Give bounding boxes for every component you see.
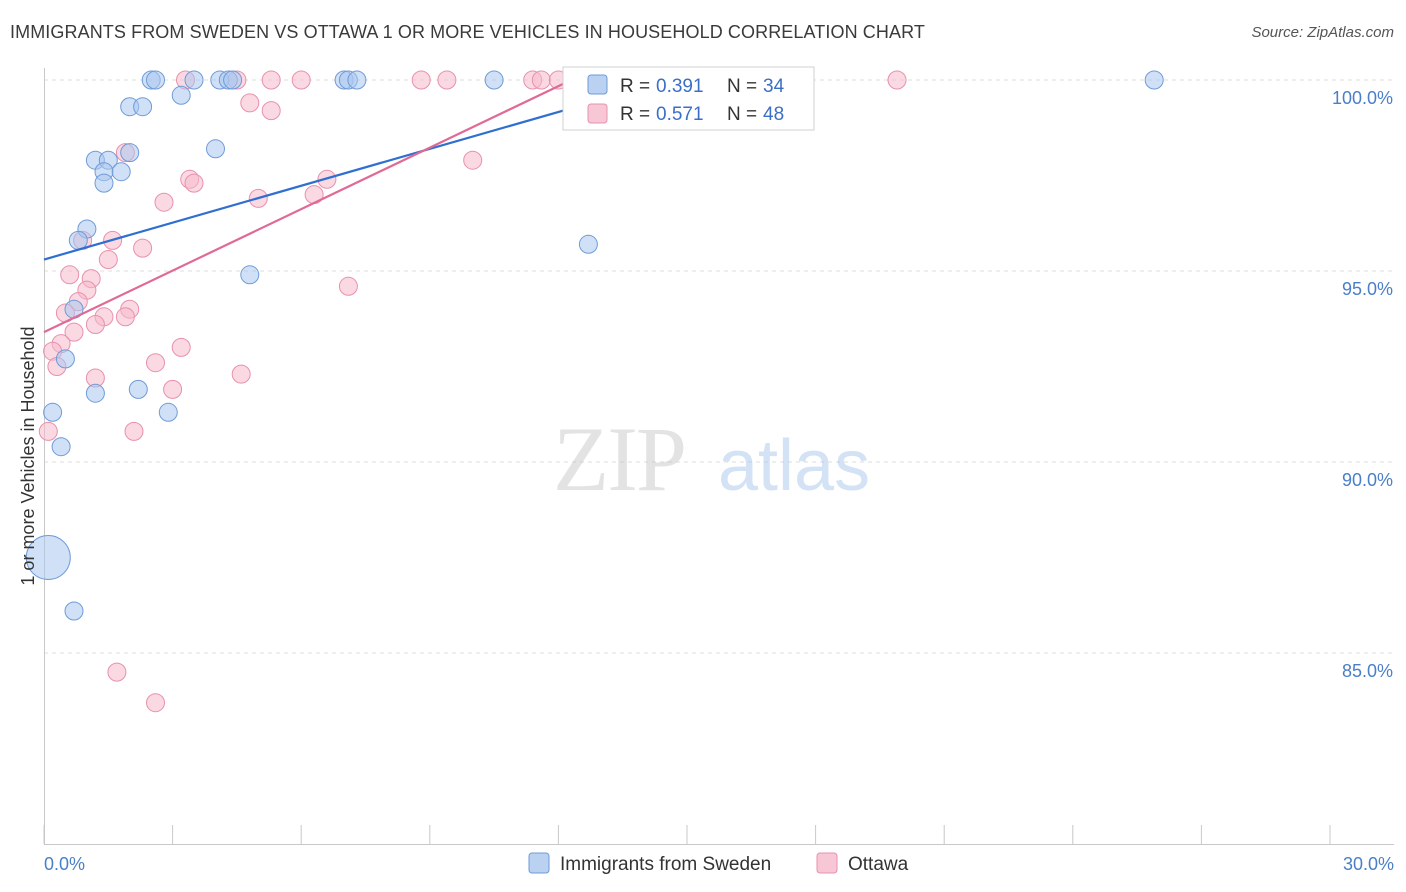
ottawa-point — [163, 379, 183, 399]
legend-n-label-sweden: N = — [727, 76, 757, 97]
series-legend: Immigrants from Sweden Ottawa — [528, 852, 909, 875]
ottawa-point — [231, 364, 251, 384]
stats-legend: R = 0.391 N = 34 R = 0.571 N = 48 — [562, 66, 815, 131]
sweden-point — [146, 70, 165, 90]
sweden-point — [55, 349, 75, 369]
legend-swatch-ottawa — [587, 103, 608, 124]
y-tick-label: 85.0% — [1342, 661, 1393, 681]
sweden-point — [578, 234, 598, 254]
ottawa-point — [107, 662, 127, 682]
legend-n-value-ottawa: 48 — [763, 104, 784, 125]
sweden-point — [206, 139, 225, 159]
sweden-point — [43, 402, 63, 422]
sweden-point — [347, 70, 367, 90]
chart-title: IMMIGRANTS FROM SWEDEN VS OTTAWA 1 OR MO… — [10, 22, 925, 42]
sweden-point — [64, 601, 84, 621]
sweden-point — [94, 173, 114, 193]
ottawa-point — [38, 421, 58, 441]
watermark: ZIP atlas — [553, 408, 870, 510]
sweden-point — [1144, 70, 1164, 90]
ottawa-point — [887, 70, 907, 90]
ottawa-point — [463, 150, 483, 170]
watermark-zip: ZIP — [553, 408, 685, 510]
source-credit: Source: ZipAtlas.com — [1251, 24, 1394, 41]
legend-swatch-sweden — [587, 74, 608, 95]
ottawa-point — [146, 353, 165, 373]
x-tick-marks — [43, 825, 1331, 844]
sweden-point — [111, 162, 131, 182]
sweden-point — [85, 383, 105, 403]
sweden-point — [240, 265, 260, 285]
sweden-point — [51, 437, 71, 457]
bottom-legend-swatch-ottawa — [816, 852, 838, 874]
sweden-point — [223, 70, 243, 90]
ottawa-point — [133, 238, 153, 258]
sweden-point — [120, 143, 140, 163]
legend-n-label-ottawa: N = — [727, 104, 757, 125]
ottawa-point — [338, 276, 358, 296]
ottawa-point — [411, 70, 431, 90]
bottom-legend-swatch-sweden — [528, 852, 550, 874]
ottawa-point — [291, 70, 311, 90]
ottawa-point — [115, 307, 135, 327]
sweden-point — [25, 535, 71, 580]
legend-r-value-ottawa: 0.571 — [656, 104, 704, 125]
ottawa-points — [38, 70, 907, 713]
bottom-legend-label-sweden: Immigrants from Sweden — [560, 854, 771, 875]
ottawa-point — [171, 337, 191, 357]
ottawa-point — [261, 70, 281, 90]
ottawa-point — [98, 250, 118, 269]
sweden-point — [133, 97, 153, 117]
legend-r-label-sweden: R = — [620, 76, 650, 97]
ottawa-point — [60, 265, 80, 285]
x-tick-label-max: 30.0% — [1343, 854, 1394, 874]
ottawa-point — [240, 93, 260, 113]
legend-n-value-sweden: 34 — [763, 76, 785, 97]
ottawa-point — [146, 693, 165, 713]
ottawa-point — [154, 192, 174, 212]
watermark-atlas: atlas — [718, 426, 870, 506]
y-tick-labels: 100.0% 95.0% 90.0% 85.0% — [1332, 88, 1393, 681]
y-axis-label: 1 or more Vehicles in Household — [18, 326, 38, 585]
x-tick-label-min: 0.0% — [44, 854, 85, 874]
sweden-point — [68, 230, 88, 250]
bottom-legend-label-ottawa: Ottawa — [848, 854, 909, 875]
sweden-point — [128, 379, 148, 399]
ottawa-point — [261, 101, 281, 121]
ottawa-point — [184, 173, 204, 193]
y-tick-label: 100.0% — [1332, 88, 1393, 108]
y-tick-label: 90.0% — [1342, 470, 1393, 490]
sweden-point — [184, 70, 204, 90]
sweden-point — [158, 402, 178, 422]
axes — [44, 68, 1394, 845]
legend-r-label-ottawa: R = — [620, 104, 650, 125]
y-tick-label: 95.0% — [1342, 279, 1393, 299]
ottawa-point — [124, 421, 144, 441]
sweden-points — [25, 70, 1164, 621]
ottawa-trend-line — [43, 79, 572, 334]
ottawa-point — [531, 70, 551, 90]
ottawa-point — [64, 322, 84, 342]
ottawa-point — [437, 70, 457, 90]
legend-r-value-sweden: 0.391 — [656, 76, 704, 97]
sweden-point — [171, 85, 191, 105]
ottawa-point — [85, 315, 105, 334]
sweden-point — [484, 70, 504, 90]
